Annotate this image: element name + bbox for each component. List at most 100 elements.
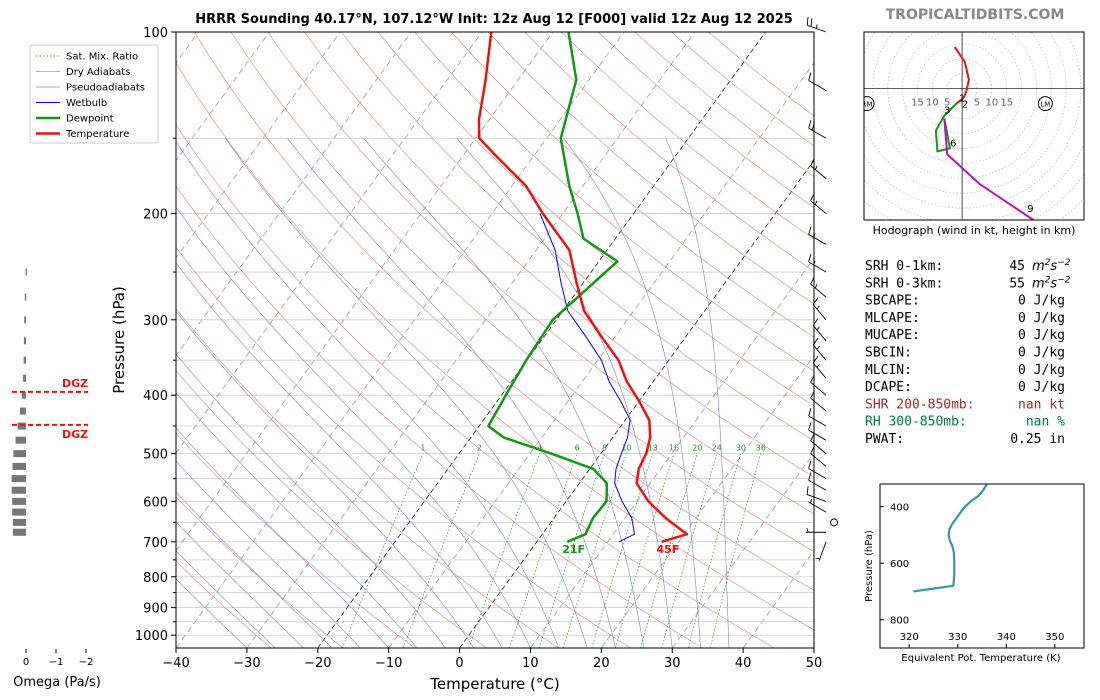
dry-adiabat-line (176, 560, 272, 648)
skewt-y-label: Pressure (hPa) (110, 286, 128, 394)
x-tick-label: −10 (375, 656, 402, 671)
dry-adiabat-line (176, 496, 344, 648)
mixing-ratio-lines: 1 2 4 6 8 10 13 16 20 24 30 36 (341, 444, 766, 648)
omega-panel: DGZ DGZ 0 −1 −2 Omega (Pa/s) (11, 268, 101, 690)
hodograph-high-segment (943, 118, 1035, 220)
wind-barb-half-flag (814, 165, 818, 170)
mixing-ratio-label: 30 (736, 444, 746, 453)
wind-barb-flag (812, 356, 819, 364)
dry-adiabat-line (451, 32, 814, 338)
wind-barb-flag (810, 158, 815, 166)
wind-barb-flag (810, 276, 815, 285)
wind-barb-flag (808, 407, 812, 417)
wind-barb-flag (810, 374, 815, 383)
wind-barb (808, 499, 827, 513)
isotherm-line (246, 32, 696, 648)
legend-label: Sat. Mix. Ratio (66, 52, 138, 63)
wetbulb-line (539, 213, 635, 543)
skewt-grid: 1 2 4 6 8 10 13 16 20 24 30 36 (176, 32, 814, 648)
wind-barb-staff (810, 283, 827, 298)
y-tick-label: 300 (143, 314, 168, 329)
index-label: SRH 0-1km: (865, 259, 943, 274)
index-value: 0 J/kg (1018, 328, 1065, 343)
skewt-profile-group (477, 32, 689, 543)
wind-barb-staff (812, 304, 827, 321)
omega-bar (11, 475, 26, 483)
wind-barb-flag (812, 318, 819, 326)
legend-label: Wetbulb (66, 98, 107, 109)
mixing-ratio-line (402, 453, 480, 648)
legend-label: Dewpoint (66, 114, 114, 125)
wind-barb-flag (808, 253, 812, 263)
dry-adiabat-line (176, 185, 703, 648)
x-tick-label: −30 (233, 656, 260, 671)
wind-barb (810, 445, 827, 467)
wind-barb-staff (810, 200, 827, 214)
pseudoadiabat-line (176, 310, 474, 648)
wind-barb-staff (818, 541, 827, 561)
wind-barb-half-flag (806, 528, 809, 533)
wind-barb-half-flag (814, 284, 818, 289)
omega-bar (12, 462, 26, 470)
dry-adiabat-line (377, 32, 814, 407)
omega-bar (17, 422, 26, 430)
hodograph-ring-label: 15 (911, 98, 924, 109)
mixing-ratio-label: 20 (692, 444, 702, 453)
hodograph-caption: Hodograph (wind in kt, height in km) (873, 224, 1076, 237)
wind-barb (812, 318, 827, 342)
mixing-ratio-label: 10 (621, 444, 631, 453)
dry-adiabat-line (176, 308, 559, 648)
isotherm-line (176, 32, 483, 454)
legend-box (29, 44, 159, 144)
index-value: 0 J/kg (1018, 363, 1065, 378)
wind-barb-flag (812, 337, 819, 346)
wind-barb-flag (808, 472, 812, 481)
hodograph-height-label: 3 (944, 106, 950, 117)
legend: Sat. Mix. Ratio Dry Adiabats Pseudoadiabat… (29, 44, 159, 144)
isotherm-line (176, 32, 554, 552)
wind-barb (808, 460, 827, 479)
wind-barb-flag (810, 193, 815, 201)
wind-barb (808, 253, 827, 273)
theta-e-line (913, 484, 988, 593)
x-tick-label: 10 (522, 656, 539, 671)
dry-adiabat-line (304, 32, 814, 478)
mixing-ratio-label: 1 (420, 444, 425, 453)
wind-barb (810, 276, 827, 298)
wind-barb-staff (810, 397, 827, 412)
dry-adiabat-line (194, 32, 814, 591)
pseudoadiabat-line (176, 206, 531, 648)
wind-barb (812, 337, 827, 361)
omega-bars (11, 268, 27, 536)
unit-mid: s (1050, 259, 1057, 274)
index-label: MLCIN: (865, 363, 912, 378)
index-label: RH 300-850mb: (865, 415, 967, 430)
wind-barb-staff (810, 165, 827, 179)
omega-tick-label: −2 (79, 657, 94, 668)
theta-e-x-tick-label: 320 (900, 632, 919, 643)
wind-barb-flag (806, 16, 809, 26)
wind-barb-flag (812, 297, 819, 305)
omega-bar (23, 337, 26, 345)
hodograph-segments: 12 3 6 9 RM LM (864, 46, 1053, 220)
dgz-label-top: DGZ (62, 377, 88, 390)
pseudoadiabat-line (665, 138, 730, 648)
wind-barb (808, 472, 827, 491)
watermark: TROPICALTIDBITS.COM (886, 7, 1065, 23)
isotherm-line (176, 32, 412, 357)
wind-barb-staff (810, 440, 827, 454)
omega-bar (12, 518, 26, 526)
mixing-ratio-line (661, 453, 718, 648)
y-tick-label: 600 (143, 495, 168, 510)
index-value: 0 J/kg (1018, 380, 1065, 395)
unit-base: m (1032, 259, 1045, 274)
wind-barb (806, 16, 827, 33)
omega-bar (12, 508, 26, 516)
index-label: PWAT: (865, 432, 904, 447)
index-label: SBCIN: (865, 346, 912, 361)
key-isotherm-line (459, 159, 814, 648)
omega-tick-label: −1 (49, 657, 64, 668)
wind-barb-flag (810, 445, 815, 454)
